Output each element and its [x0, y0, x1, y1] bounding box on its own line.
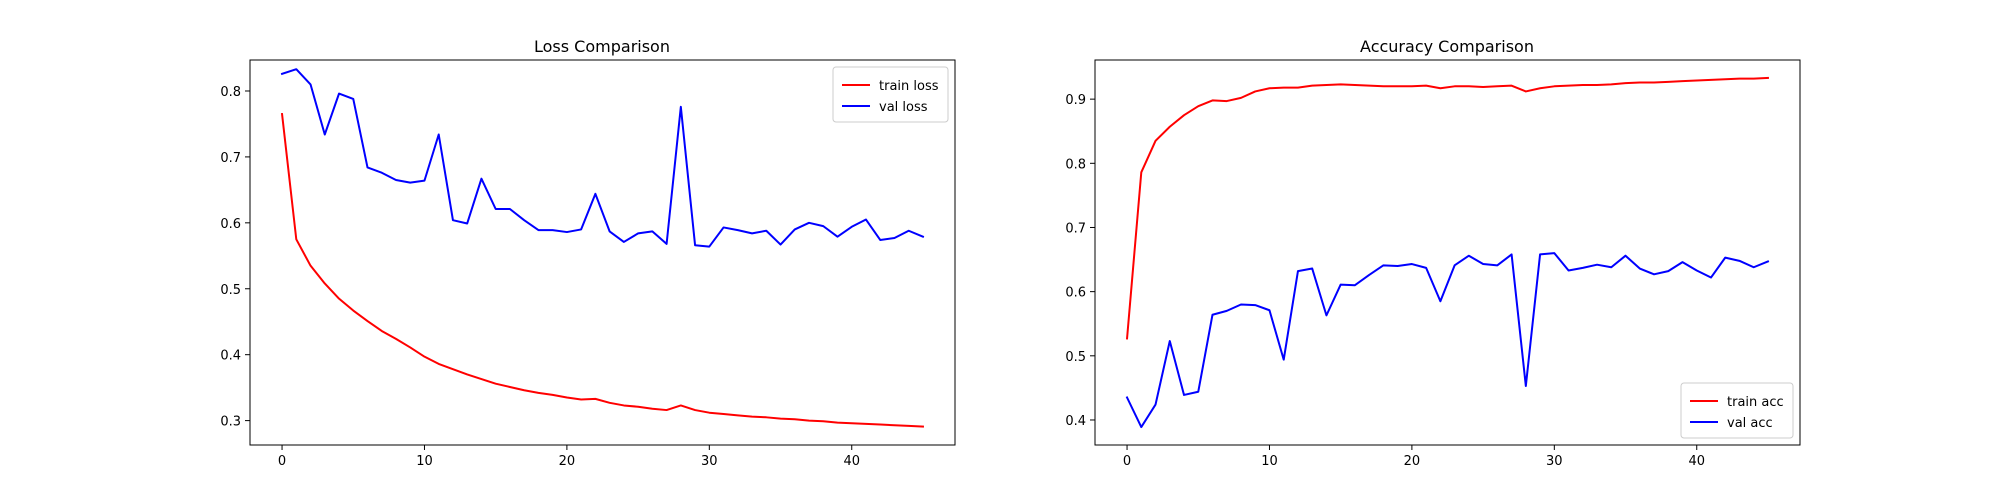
x-tick-label: 20 [1404, 454, 1421, 469]
y-tick-label: 0.5 [1065, 350, 1086, 365]
x-tick-label: 10 [416, 454, 433, 469]
plot-frame [249, 59, 956, 446]
y-tick-label: 0.3 [220, 415, 241, 430]
x-tick-label: 0 [1123, 454, 1131, 469]
legend-label: train acc [1727, 395, 1784, 410]
x-tick-label: 30 [701, 454, 718, 469]
accuracy-comparison-chart: Accuracy Comparison 0 10 20 30 40 0.4 0.5 0.6 0.… [1065, 37, 1801, 469]
y-tick-label: 0.7 [220, 151, 241, 166]
legend-label: val loss [879, 100, 928, 115]
chart-title: Accuracy Comparison [1360, 37, 1534, 56]
y-tick-label: 0.6 [220, 217, 241, 232]
y-tick-label: 0.4 [1065, 414, 1086, 429]
loss-comparison-chart: Loss Comparison 0 10 20 30 40 0.3 0.4 0.5 0.6 0.7… [220, 37, 956, 469]
y-tick-label: 0.7 [1065, 221, 1086, 236]
legend-label: val acc [1727, 416, 1773, 431]
x-tick-label: 10 [1261, 454, 1278, 469]
series-line-train-acc [1125, 76, 1769, 340]
y-tick-label: 0.6 [1065, 286, 1086, 301]
y-tick-label: 0.9 [1065, 93, 1086, 108]
x-tick-label: 40 [1688, 454, 1705, 469]
x-tick-label: 30 [1546, 454, 1563, 469]
chart-title: Loss Comparison [534, 37, 670, 56]
series-line-val-loss [280, 68, 925, 248]
series-line-val-acc [1125, 252, 1770, 429]
legend-box [832, 66, 949, 123]
legend-box [1680, 382, 1794, 439]
y-tick-label: 0.5 [220, 283, 241, 298]
x-tick-label: 0 [278, 454, 286, 469]
plot-frame [1094, 59, 1801, 446]
y-tick-label: 0.4 [220, 349, 241, 364]
legend-label: train loss [879, 79, 939, 94]
series-line-train-loss [280, 112, 924, 428]
y-tick-label: 0.8 [1065, 157, 1086, 172]
x-tick-label: 20 [559, 454, 576, 469]
y-tick-label: 0.8 [220, 85, 241, 100]
x-tick-label: 40 [843, 454, 860, 469]
